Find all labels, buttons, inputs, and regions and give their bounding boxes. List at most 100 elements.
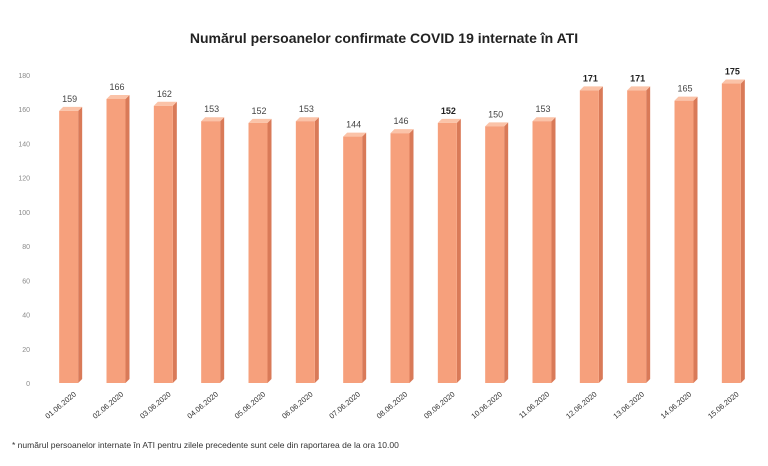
bar-top <box>579 86 603 91</box>
bar-front <box>485 126 505 383</box>
y-tick-label: 100 <box>18 210 30 217</box>
bar-side <box>740 79 745 384</box>
x-tick-label: 12.06.2020 <box>564 390 599 421</box>
x-tick-label: 02.06.2020 <box>91 390 126 421</box>
bar-side <box>598 86 603 384</box>
bar-front <box>627 90 647 384</box>
bar-side <box>172 101 177 384</box>
bar-top <box>437 118 461 123</box>
bar <box>579 86 603 384</box>
bar-side <box>456 118 461 384</box>
bar-top <box>201 117 225 122</box>
y-tick-label: 140 <box>18 141 30 148</box>
bar-front <box>201 121 221 383</box>
bar <box>295 117 319 383</box>
bar-front <box>579 90 599 384</box>
bar-side <box>314 117 319 383</box>
bar <box>201 117 225 383</box>
value-label: 171 <box>630 73 645 83</box>
x-tick-label: 06.06.2020 <box>280 390 315 421</box>
value-label: 144 <box>346 120 361 130</box>
y-tick-label: 120 <box>18 176 30 183</box>
x-tick-label: 13.06.2020 <box>611 390 646 421</box>
bar <box>437 118 461 384</box>
value-label: 153 <box>535 104 550 114</box>
bar-front <box>721 83 741 384</box>
value-label: 153 <box>299 104 314 114</box>
bar-side <box>551 117 556 383</box>
bar-front <box>343 136 363 383</box>
bar <box>343 132 367 383</box>
value-label: 150 <box>488 109 503 119</box>
bar-side <box>267 118 272 384</box>
bar <box>627 86 651 384</box>
x-tick-label: 09.06.2020 <box>422 390 457 421</box>
value-label: 162 <box>157 89 172 99</box>
bar <box>485 122 509 383</box>
value-label: 159 <box>62 94 77 104</box>
x-tick-label: 14.06.2020 <box>659 390 694 421</box>
bar <box>532 117 556 383</box>
bar-top <box>153 101 177 106</box>
y-tick-label: 0 <box>26 381 30 388</box>
x-tick-label: 05.06.2020 <box>233 390 268 421</box>
bar <box>106 94 130 383</box>
bar <box>59 106 83 383</box>
y-tick-label: 80 <box>22 244 30 251</box>
x-axis-labels: 01.06.2020 02.06.2020 03.06.2020 04.06.2020… <box>43 390 740 421</box>
x-tick-label: 07.06.2020 <box>327 390 362 421</box>
y-tick-label: 180 <box>18 73 30 80</box>
chart-title: Numărul persoanelor confirmate COVID 19 … <box>189 30 579 46</box>
bar-top <box>485 122 509 127</box>
y-tick-label: 40 <box>22 313 30 320</box>
bar-top <box>343 132 367 137</box>
bar-top <box>59 106 83 111</box>
bar-front <box>437 122 457 384</box>
bar-side <box>693 96 698 384</box>
bar-top <box>106 94 130 99</box>
bar-front <box>295 121 315 383</box>
bar-side <box>646 86 651 384</box>
bar-front <box>390 133 410 383</box>
bar-side <box>125 94 130 383</box>
x-tick-label: 03.06.2020 <box>138 390 173 421</box>
value-label: 153 <box>204 104 219 114</box>
bar-top <box>532 117 556 122</box>
bar-front <box>153 105 173 384</box>
bar <box>153 101 177 384</box>
bar <box>721 79 745 384</box>
x-tick-label: 08.06.2020 <box>375 390 410 421</box>
bar-top <box>627 86 651 91</box>
bar-side <box>504 122 509 383</box>
y-tick-label: 20 <box>22 347 30 354</box>
bar-top <box>248 118 272 123</box>
value-label: 166 <box>109 82 124 92</box>
bar-front <box>106 98 126 383</box>
bar-top <box>674 96 698 101</box>
value-label: 146 <box>393 116 408 126</box>
y-axis: 0 20 40 60 80 100 120 140 160 180 <box>18 73 30 388</box>
y-tick-label: 160 <box>18 107 30 114</box>
x-tick-label: 15.06.2020 <box>706 390 741 421</box>
value-label: 165 <box>677 84 692 94</box>
bar-top <box>390 129 414 134</box>
bar <box>674 96 698 384</box>
value-label: 152 <box>251 106 266 116</box>
bar-front <box>532 121 552 383</box>
x-tick-label: 11.06.2020 <box>517 390 551 421</box>
bar-front <box>59 110 79 383</box>
bar-top <box>721 79 745 84</box>
value-label: 171 <box>583 73 598 83</box>
x-tick-label: 04.06.2020 <box>185 390 220 421</box>
bar <box>248 118 272 384</box>
footnote: * numărul persoanelor internate în ATI p… <box>12 440 399 450</box>
bar-front <box>248 122 268 384</box>
bar-side <box>362 132 367 383</box>
x-tick-label: 01.06.2020 <box>43 390 78 421</box>
bar-side <box>220 117 225 383</box>
bar-top <box>295 117 319 122</box>
bars <box>59 79 745 384</box>
value-label: 175 <box>725 67 740 77</box>
bar-front <box>674 100 694 384</box>
